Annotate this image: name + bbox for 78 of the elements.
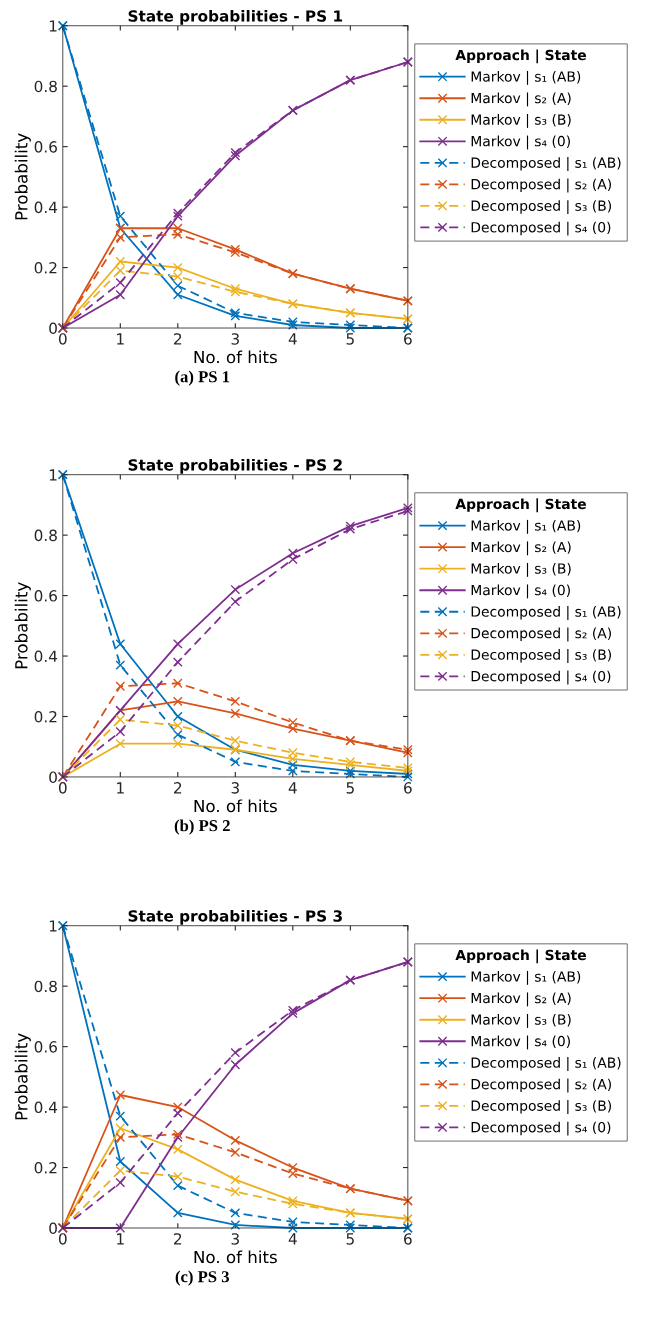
y-tick-label: 0 (49, 771, 57, 783)
legend-label: Decomposed | s₁ (AB) (471, 606, 621, 620)
legend-label: Decomposed | s₃ (B) (471, 649, 612, 663)
x-tick-label: 4 (288, 333, 297, 345)
x-tick-label: 1 (117, 1233, 124, 1245)
x-axis-title: No. of hits (194, 799, 277, 813)
x-tick-label: 4 (288, 782, 297, 794)
legend-title: Approach | State (455, 49, 586, 64)
y-tick-label: 0.4 (34, 650, 58, 663)
legend-label: Decomposed | s₄ (0) (471, 670, 611, 685)
y-axis-title: Probability (14, 582, 31, 669)
chart-title: State probabilities - PS 2 (128, 458, 342, 474)
y-tick-label: 0.2 (34, 262, 57, 274)
legend-label: Decomposed | s₄ (0) (471, 1121, 611, 1136)
chart-title: State probabilities - PS 1 (128, 9, 343, 25)
y-tick-label: 0.4 (34, 201, 58, 214)
y-tick-label: 0.2 (34, 710, 57, 723)
x-axis-title: No. of hits (194, 350, 277, 364)
x-tick-label: 5 (346, 1233, 354, 1245)
y-tick-label: 0.2 (34, 1162, 57, 1174)
legend-label: Decomposed | s₂ (A) (471, 178, 611, 193)
x-tick-label: 0 (58, 333, 67, 345)
legend-label: Markov | s₄ (0) (471, 135, 570, 150)
y-tick-label: 1 (49, 20, 57, 32)
x-tick-label: 2 (174, 1233, 182, 1245)
y-tick-label: 0.8 (34, 980, 57, 993)
legend-title: Approach | State (455, 498, 586, 513)
x-tick-label: 5 (346, 333, 354, 345)
legend-label: Decomposed | s₄ (0) (471, 221, 611, 236)
legend-label: Markov | s₁ (AB) (471, 519, 581, 534)
legend-label: Decomposed | s₃ (B) (471, 200, 612, 215)
y-tick-label: 0 (49, 1222, 57, 1235)
x-tick-label: 3 (231, 782, 239, 794)
x-tick-label: 2 (174, 333, 182, 345)
x-tick-label: 0 (58, 1233, 67, 1245)
y-axis-title: Probability (14, 1033, 31, 1120)
x-tick-label: 4 (288, 1233, 297, 1245)
legend-label: Decomposed | s₁ (AB) (471, 157, 621, 171)
legend-label: Markov | s₂ (A) (471, 992, 571, 1007)
legend-label: Markov | s₂ (A) (471, 92, 571, 107)
legend-label: Markov | s₁ (AB) (471, 970, 581, 985)
legend-label: Markov | s₄ (0) (471, 1035, 570, 1050)
text: (b) PS 2 (174, 819, 230, 835)
x-tick-label: 1 (117, 782, 124, 794)
legend-label: Markov | s₁ (AB) (471, 70, 581, 85)
x-tick-label: 3 (231, 1233, 239, 1245)
x-tick-label: 2 (174, 782, 182, 794)
legend-title: Approach | State (455, 949, 586, 964)
x-tick-label: 6 (404, 782, 412, 794)
legend-label: Markov | s₃ (B) (471, 114, 571, 128)
x-tick-label: 6 (404, 333, 412, 345)
y-tick-label: 0.6 (34, 141, 57, 153)
x-tick-label: 0 (58, 782, 67, 794)
text: (c) PS 3 (175, 1270, 229, 1286)
x-tick-label: 6 (404, 1233, 412, 1245)
legend-label: Decomposed | s₃ (B) (471, 1100, 612, 1114)
y-tick-label: 0.4 (34, 1101, 58, 1114)
chart-title: State probabilities - PS 3 (128, 909, 342, 925)
legend-label: Decomposed | s₂ (A) (471, 1078, 611, 1093)
y-tick-label: 0 (49, 322, 57, 335)
legend-label: Decomposed | s₂ (A) (471, 627, 611, 642)
x-tick-label: 1 (117, 333, 124, 345)
legend-label: Markov | s₂ (A) (471, 541, 571, 556)
y-tick-label: 0.6 (34, 590, 57, 602)
x-tick-label: 3 (231, 333, 239, 345)
y-tick-label: 0.6 (34, 1041, 57, 1053)
legend-label: Markov | s₄ (0) (471, 584, 570, 599)
y-tick-label: 0.8 (34, 529, 57, 542)
legend-label: Markov | s₃ (B) (471, 562, 571, 577)
x-axis-title: No. of hits (194, 1250, 277, 1264)
y-tick-label: 1 (49, 920, 57, 932)
x-tick-label: 5 (346, 782, 354, 794)
text: (a) PS 1 (175, 370, 230, 386)
y-tick-label: 0.8 (34, 80, 57, 93)
y-axis-title: Probability (14, 133, 31, 220)
y-tick-label: 1 (49, 469, 57, 481)
legend-label: Markov | s₃ (B) (471, 1013, 571, 1028)
legend-label: Decomposed | s₁ (AB) (471, 1057, 621, 1071)
